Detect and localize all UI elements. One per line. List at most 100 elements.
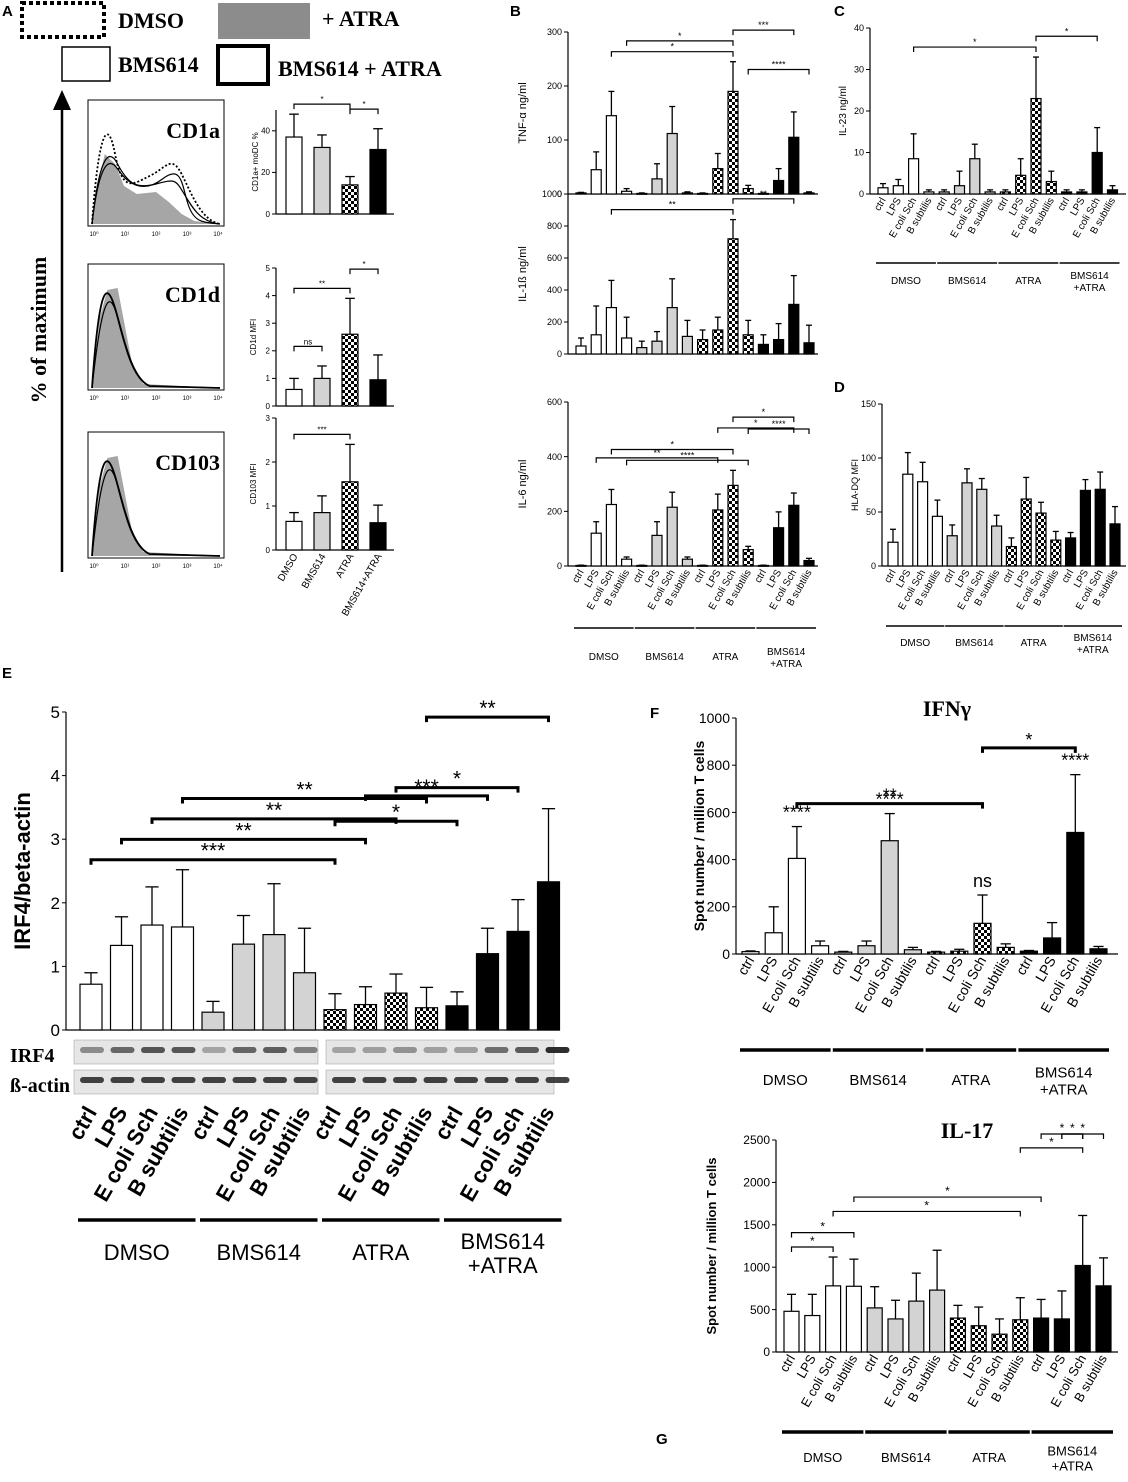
bar [140,924,164,1031]
group-label: BMS614 [849,1072,907,1089]
bar [845,1285,863,1353]
y-axis-label: TNF-α ng/ml [517,82,529,143]
y-tick-label: 0 [871,561,876,571]
blot-band-irf4 [293,1047,318,1053]
sig-label: * [1060,1121,1065,1135]
bar [1060,191,1073,195]
bar [651,178,663,195]
y-tick-label: 50 [866,507,876,517]
blot-band-irf4 [141,1047,165,1053]
sig-label: **** [772,419,787,429]
bar [590,532,602,567]
bar [313,146,331,215]
blot-band-irf4 [263,1047,287,1053]
histogram-fill [92,154,220,224]
y-tick-label: 4 [266,291,271,300]
bar [772,179,785,195]
y-tick-label: 30 [854,65,864,75]
y-tick-label: 500 [750,1303,770,1317]
bar [170,926,195,1031]
bar [757,192,770,195]
y-tick-label: 400 [707,852,731,868]
histogram-label: CD1a [166,118,220,143]
blot-band-actin [515,1077,539,1083]
blot-label-irf4: IRF4 [10,1045,54,1067]
bar [1019,950,1039,955]
bar [928,1289,946,1353]
bar [651,534,663,567]
panel-letter-d: D [834,379,845,396]
group-label: +ATRA [1040,1082,1088,1099]
group-label: BMS614 [1074,633,1113,644]
blot-band-actin [202,1077,226,1083]
blot-bands [80,1047,570,1083]
bar [742,188,754,195]
bar [651,340,663,355]
y-tick-label: 3 [266,319,271,328]
bar [575,192,587,195]
group-label: ATRA [352,1240,409,1265]
blot-band-irf4 [110,1047,135,1053]
bar [666,307,678,355]
bar [1066,831,1085,955]
bar [950,950,969,955]
bar [666,506,678,567]
group-label: BMS614 [948,276,987,287]
y-tick-label: 200 [707,899,731,915]
bar [903,949,923,955]
bar [341,184,359,215]
bar [313,377,331,407]
blot-band-actin [171,1077,196,1083]
y-tick-label: 800 [547,221,562,231]
bar [681,558,694,567]
chart-cd1d: 0 1 2 3 4 5 CD1d MFI ** ns * [249,260,394,411]
bar [1053,1318,1071,1353]
y-tick-label: 600 [707,804,731,820]
bar [810,945,830,955]
bar [575,564,587,567]
y-tick-label: 600 [547,253,562,263]
blot-band-actin [393,1077,417,1083]
y-tick-label: 0 [557,189,562,199]
histogram-label: CD1d [165,282,220,307]
bar [696,339,709,355]
group-label: DMSO [763,1072,808,1089]
sig-bracket [610,448,734,455]
sig-label: * [453,768,461,791]
sig-label: * [320,95,323,104]
y-axis-label: HLA-DQ MFI [850,459,860,511]
group-label: +ATRA [1077,645,1109,656]
legend: DMSO + ATRA BMS614 BMS614 + ATRA [20,1,442,86]
sig-label: * [1025,730,1032,750]
bar [970,1325,987,1353]
chart-title: IFNγ [923,696,971,721]
y-tick-label: 1000 [699,710,730,726]
group-label: DMSO [104,1240,170,1265]
histogram-fill [92,288,220,388]
sig-bracket [595,457,719,463]
bar [803,342,815,355]
y-tick-label: 100 [547,135,562,145]
blot-band-irf4 [202,1047,226,1053]
group-label: ATRA [1021,638,1047,649]
group-label: ATRA [712,652,738,663]
panel-letter-e: E [2,665,12,682]
bar [727,90,739,195]
histogram-tick-label: 10³ [183,564,192,570]
sig-bracket [626,459,749,466]
sig-bracket [1061,1133,1105,1139]
histogram-tick-label: 10⁰ [89,231,99,238]
y-tick-label: 5 [266,264,271,273]
histogram-tick-label: 10¹ [121,396,130,402]
y-tick-label: 5 [51,703,60,722]
sig-bracket [747,428,810,435]
histogram-tick-label: 10² [152,564,161,570]
sig-bracket [293,103,351,110]
histogram-tick-label: 10⁰ [89,395,99,402]
bar [757,343,770,355]
blot-band-irf4 [332,1047,356,1053]
bar [620,558,633,567]
blot-band-actin [80,1077,104,1083]
